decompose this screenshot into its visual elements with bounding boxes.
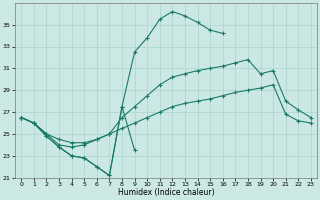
- X-axis label: Humidex (Indice chaleur): Humidex (Indice chaleur): [118, 188, 214, 197]
